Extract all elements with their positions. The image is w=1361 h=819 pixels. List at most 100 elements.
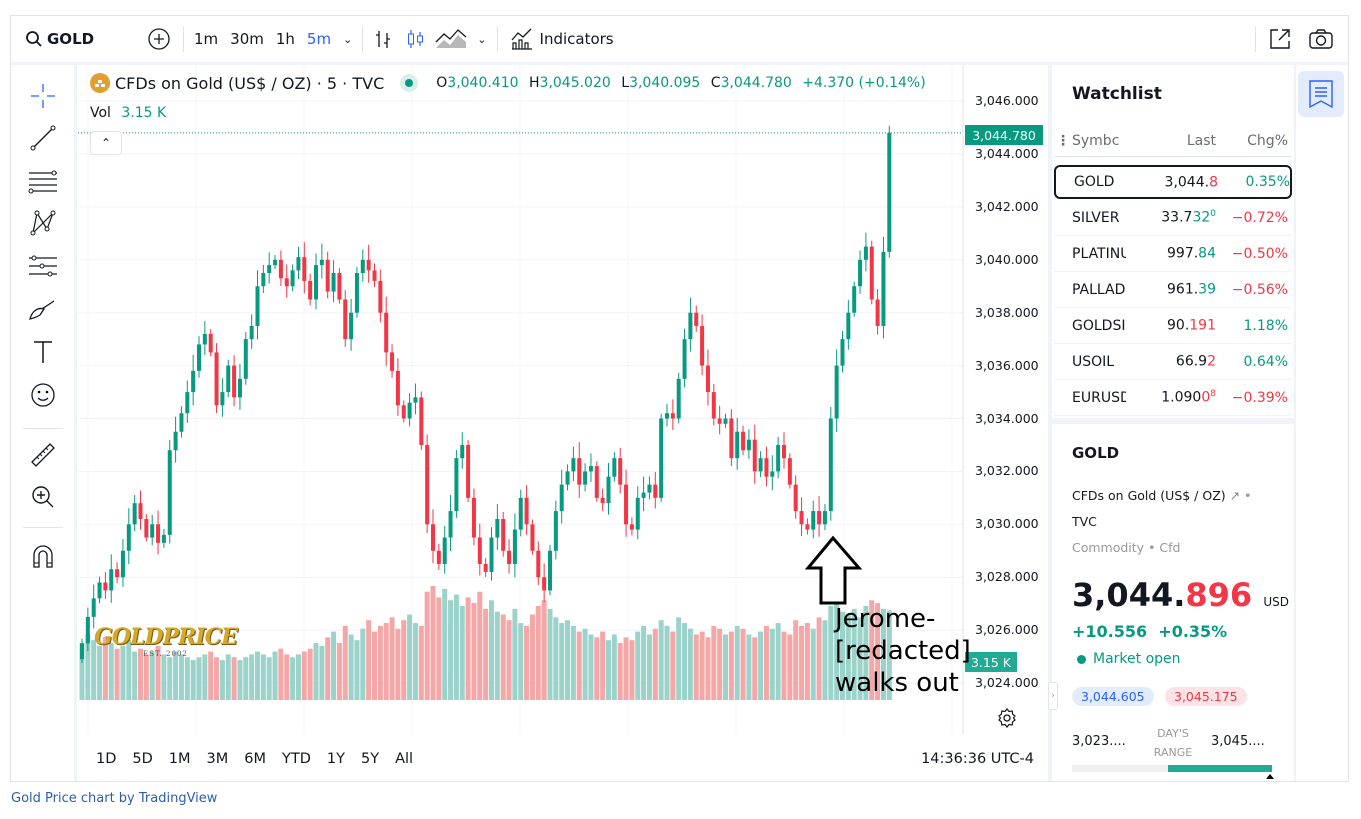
pattern-tool[interactable] — [27, 207, 59, 239]
divider — [183, 26, 184, 52]
volume-bar — [377, 625, 383, 700]
fib-tool[interactable] — [27, 165, 59, 197]
watchlist-row-palladi[interactable]: PALLADI 961.39 −0.56% — [1054, 272, 1292, 308]
range-5y[interactable]: 5Y — [361, 751, 380, 767]
interval-30m[interactable]: 30m — [224, 22, 270, 56]
watchlist-toggle-button[interactable] — [1298, 71, 1344, 117]
symbol-title[interactable]: CFDs on Gold (US$ / OZ) · 5 · TVC — [115, 73, 385, 93]
range-1d[interactable]: 1D — [96, 751, 117, 767]
header-symbol[interactable]: Symbc — [1072, 132, 1120, 149]
watchlist-row-platinu[interactable]: PLATINU 997.84 −0.50% — [1054, 236, 1292, 272]
prediction-tool[interactable] — [27, 250, 59, 282]
emoji-tool[interactable] — [27, 379, 59, 411]
market-status-dot[interactable] — [400, 74, 419, 92]
watchlist-icon — [1309, 80, 1333, 109]
volume-bar — [664, 625, 670, 700]
chevron-down-icon: ⌄ — [343, 32, 353, 46]
volume-bar — [465, 597, 471, 700]
interval-dropdown[interactable]: ⌄ — [337, 22, 358, 56]
volume-bar — [407, 614, 413, 700]
volume-bar — [167, 657, 173, 700]
candle-body — [571, 458, 576, 472]
trend-line-tool[interactable] — [27, 122, 59, 154]
row-last: 66.92 — [1126, 353, 1216, 370]
header-chg[interactable]: Chg% — [1247, 132, 1288, 149]
range-1y[interactable]: 1Y — [326, 751, 346, 767]
measure-tool[interactable] — [27, 439, 59, 471]
last-frac: 0 — [1201, 389, 1211, 406]
watchlist-row-goldsil[interactable]: GOLDSIL 90.191 1.18% — [1054, 308, 1292, 344]
area-style-button[interactable] — [431, 22, 471, 56]
candle-body — [419, 397, 424, 445]
price-tick: 3,038.000 — [975, 304, 1039, 320]
candle-body — [717, 418, 722, 424]
range-label-2: RANGE — [1153, 746, 1193, 759]
watchlist-row-eurusd[interactable]: EURUSD 1.09008 −0.39% — [1054, 380, 1292, 416]
screenshot-button[interactable] — [1300, 22, 1348, 56]
price-tick: 3,046.000 — [975, 93, 1039, 109]
open-new-window-button[interactable] — [1260, 22, 1300, 56]
watchlist-row-usoil[interactable]: USOIL 66.92 0.64% — [1054, 344, 1292, 380]
crosshair-icon — [31, 84, 55, 108]
brush-icon — [29, 300, 55, 320]
collapse-panel-handle[interactable]: › — [1048, 682, 1058, 710]
chart-settings-button[interactable] — [996, 707, 1018, 733]
price-chart[interactable] — [78, 65, 1048, 735]
open-label: O — [436, 75, 448, 91]
collapse-legend-button[interactable]: ⌃ — [90, 131, 122, 155]
range-3m[interactable]: 3M — [206, 751, 229, 767]
volume-bar — [600, 631, 606, 700]
external-link-icon[interactable]: ↗ — [1229, 488, 1241, 503]
high-label: H — [529, 75, 540, 91]
candle-body — [822, 511, 827, 525]
range-ytd[interactable]: YTD — [282, 751, 311, 767]
price-tick: 3,032.000 — [975, 463, 1039, 479]
volume-bar — [740, 628, 746, 700]
range-6m[interactable]: 6M — [244, 751, 267, 767]
candle-body — [354, 273, 359, 313]
candle-body — [150, 524, 155, 538]
row-chg: −0.56% — [1231, 281, 1288, 298]
volume-bar — [336, 643, 342, 700]
volume-bar — [132, 651, 138, 700]
brush-tool[interactable] — [27, 293, 59, 325]
text-icon — [34, 341, 52, 363]
range-1m[interactable]: 1M — [168, 751, 191, 767]
compare-symbol-button[interactable] — [139, 22, 179, 56]
candle-body — [793, 484, 798, 512]
candle-body — [249, 325, 254, 340]
footer-credit-link[interactable]: Gold Price chart by TradingView — [11, 791, 218, 806]
plus-circle-icon — [148, 28, 170, 50]
candle-body — [191, 370, 196, 393]
interval-1m[interactable]: 1m — [188, 22, 224, 56]
volume-bar — [108, 643, 114, 700]
volume-bar — [260, 654, 266, 700]
symbol-search-button[interactable]: GOLD — [11, 22, 139, 56]
range-5d[interactable]: 5D — [132, 751, 153, 767]
volume-bar — [711, 625, 717, 700]
watchlist-row-silver[interactable]: SILVER 33.7320 −0.72% — [1054, 200, 1292, 236]
clock[interactable]: 14:36:36 UTC-4 — [921, 751, 1034, 767]
bars-style-button[interactable] — [367, 22, 399, 56]
range-all[interactable]: All — [395, 751, 414, 767]
zoom-in-tool[interactable] — [27, 481, 59, 513]
interval-5m[interactable]: 5m — [301, 22, 337, 56]
header-last[interactable]: Last — [1186, 132, 1216, 149]
volume-bar — [424, 591, 430, 700]
candles-style-button[interactable] — [399, 22, 431, 56]
crosshair-tool[interactable] — [27, 80, 59, 112]
chart-type-dropdown[interactable]: ⌄ — [471, 22, 492, 56]
volume-bar — [313, 643, 319, 700]
column-menu-icon[interactable]: ⋮ — [1056, 132, 1070, 149]
volume-bar — [723, 634, 728, 700]
magnet-tool[interactable] — [27, 541, 59, 573]
text-tool[interactable] — [27, 336, 59, 368]
candle-body — [542, 577, 547, 591]
interval-1h[interactable]: 1h — [270, 22, 301, 56]
price-fraction: 896 — [1185, 576, 1253, 614]
indicators-button[interactable]: Indicators — [502, 22, 622, 56]
watchlist-row-gold[interactable]: GOLD 3,044.8 0.35% — [1054, 165, 1292, 199]
zoom-in-icon — [32, 486, 54, 508]
volume-bar — [506, 620, 512, 700]
candle-body — [237, 378, 242, 398]
